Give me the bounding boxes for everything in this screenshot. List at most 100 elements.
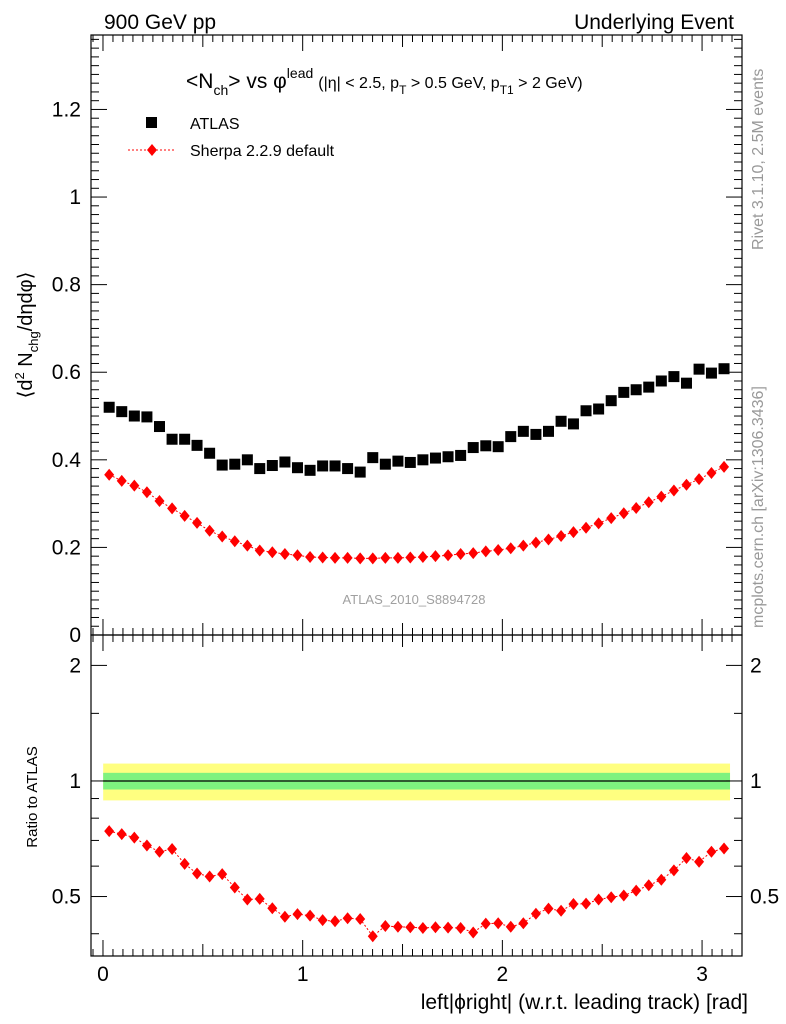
sherpa-point — [192, 516, 203, 529]
sherpa-point — [279, 547, 290, 560]
atlas-point — [404, 456, 416, 468]
atlas-point — [455, 449, 467, 461]
sherpa-point — [530, 536, 541, 549]
atlas-point — [705, 367, 717, 379]
atlas-point — [128, 410, 140, 422]
atlas-point — [417, 454, 429, 466]
ratio-point — [618, 889, 629, 902]
atlas-point — [530, 428, 542, 440]
sherpa-point — [719, 460, 730, 473]
sherpa-point — [342, 551, 353, 564]
atlas-point — [593, 403, 605, 415]
sherpa-point — [493, 544, 504, 557]
ratio-point — [141, 839, 152, 852]
ratio-point — [505, 920, 516, 933]
y-tick-label: 0 — [69, 624, 81, 647]
atlas-point — [367, 452, 379, 464]
rivet-version-label: Rivet 3.1.10, 2.5M events — [750, 69, 767, 250]
sherpa-point — [643, 496, 654, 509]
sherpa-curve — [108, 466, 725, 559]
ratio-point — [468, 926, 479, 939]
sherpa-point — [430, 550, 441, 563]
sherpa-point — [606, 512, 617, 525]
ratio-curve — [109, 830, 725, 937]
ratio-point — [392, 920, 403, 933]
ratio-point — [556, 904, 567, 917]
atlas-point — [103, 401, 115, 413]
atlas-point — [204, 447, 216, 459]
atlas-point — [216, 459, 228, 471]
atlas-point — [279, 456, 291, 468]
ratio-point — [518, 917, 529, 930]
ratio-point — [104, 825, 115, 838]
atlas-point — [342, 463, 354, 475]
sherpa-point — [254, 544, 265, 557]
ratio-point — [267, 902, 278, 915]
atlas-point — [668, 371, 680, 383]
ratio-point — [668, 864, 679, 877]
atlas-point — [354, 466, 366, 478]
atlas-point — [141, 411, 153, 423]
ratio-point — [217, 868, 228, 881]
energy-label: 900 GeV pp — [104, 11, 216, 34]
ratio-point — [443, 921, 454, 934]
ratio-point — [330, 915, 341, 928]
atlas-points — [103, 363, 730, 478]
ratio-point — [380, 919, 391, 932]
sherpa-point — [443, 549, 454, 562]
ratio-point — [292, 908, 303, 921]
sherpa-point — [405, 551, 416, 564]
sherpa-point — [581, 521, 592, 534]
atlas-point — [229, 458, 241, 470]
ratio-point — [656, 873, 667, 886]
y-tick-label: 1.2 — [52, 98, 81, 121]
sherpa-point — [116, 474, 127, 487]
ratio-point — [681, 851, 692, 864]
x-tick-label: 0 — [97, 963, 109, 986]
sherpa-point — [480, 545, 491, 558]
atlas-point — [329, 460, 341, 472]
sherpa-point — [518, 539, 529, 552]
ratio-point — [342, 912, 353, 925]
y-axis-label-ratio: Ratio to ATLAS — [24, 746, 41, 847]
ratio-tick-label-right: 1 — [750, 770, 762, 793]
ratio-point — [581, 897, 592, 910]
sherpa-point — [380, 551, 391, 564]
ratio-point — [631, 884, 642, 897]
ratio-point — [706, 845, 717, 858]
main-panel-frame — [90, 34, 743, 636]
ratio-point — [543, 902, 554, 915]
ratio-tick-label-right: 2 — [750, 654, 762, 677]
atlas-point — [580, 405, 592, 417]
sherpa-point — [468, 547, 479, 560]
sherpa-point — [556, 530, 567, 543]
atlas-point — [505, 431, 517, 443]
sherpa-point — [141, 486, 152, 499]
ratio-point — [355, 912, 366, 925]
atlas-point — [254, 463, 266, 475]
atlas-point — [517, 425, 529, 437]
y-tick-label: 1 — [69, 186, 81, 209]
sherpa-point — [217, 530, 228, 543]
sherpa-point — [129, 479, 140, 492]
sherpa-point — [656, 490, 667, 503]
mcplots-label: mcplots.cern.ch [arXiv:1306.3436] — [750, 386, 767, 628]
atlas-point — [379, 458, 391, 470]
ratio-point — [493, 917, 504, 930]
legend-sherpa-marker — [147, 144, 157, 156]
event-type-label: Underlying Event — [574, 11, 734, 34]
ratio-panel-frame — [90, 634, 743, 957]
atlas-point — [179, 433, 191, 445]
sherpa-point — [167, 502, 178, 515]
sherpa-point — [593, 517, 604, 530]
plot-title: <Nch> vs φlead(|η| < 2.5, pT > 0.5 GeV, … — [186, 65, 583, 98]
ratio-point — [167, 842, 178, 855]
atlas-point — [317, 460, 329, 472]
x-tick-label: 3 — [696, 963, 708, 986]
ratio-point — [643, 879, 654, 892]
sherpa-point — [267, 546, 278, 559]
sherpa-line — [108, 466, 725, 559]
atlas-point — [693, 363, 705, 375]
ratio-point — [254, 892, 265, 905]
